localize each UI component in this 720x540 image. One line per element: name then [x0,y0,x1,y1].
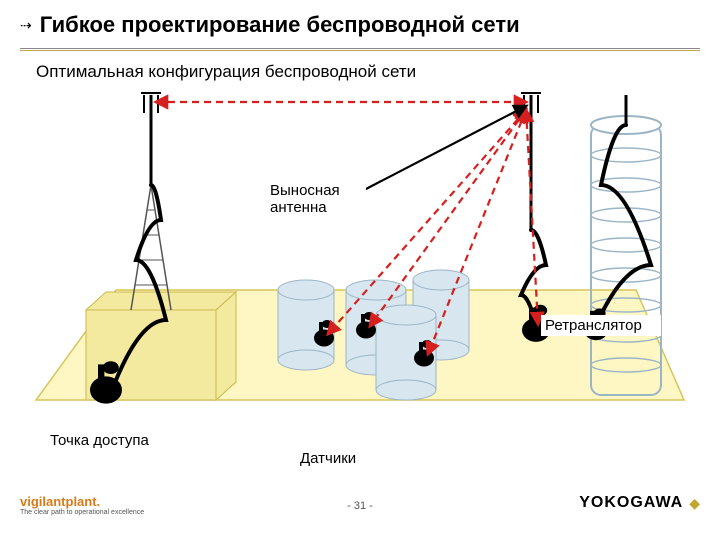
network-diagram: Выносная антенна Ретранслятор Точка доступ… [36,90,684,490]
label-sensors: Датчики [296,448,386,469]
logo-yokogawa: YOKOGAWA ◆ [579,494,700,512]
label-repeater: Ретранслятор [541,315,661,336]
arrow-icon: ⇢ [20,17,32,34]
slide-footer: vigilantplant. The clear path to operati… [0,494,720,534]
title-divider [20,48,700,51]
slide-title: Гибкое проектирование беспроводной сети [40,12,520,38]
label-remote-antenna: Выносная антенна [266,180,366,218]
slide-subtitle: Оптимальная конфигурация беспроводной се… [36,62,416,82]
label-access-point: Точка доступа [46,430,186,451]
logo-vigilantplant: vigilantplant. The clear path to operati… [20,494,144,516]
page-number: - 31 - [347,500,373,512]
